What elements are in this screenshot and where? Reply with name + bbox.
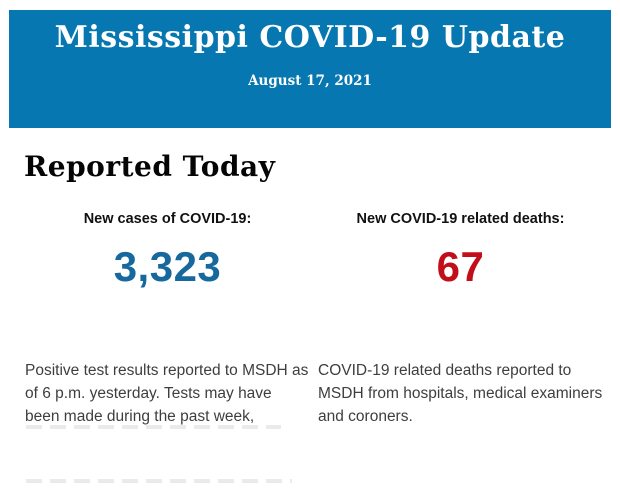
faded-text-artifact (26, 425, 281, 429)
new-cases-value: 3,323 (113, 243, 222, 290)
new-cases-label: New cases of COVID-19: (83, 211, 252, 227)
new-cases-description: Positive test results reported to MSDH a… (25, 361, 309, 425)
stat-new-deaths: New COVID-19 related deaths: 67 (318, 210, 603, 289)
page-title: Mississippi COVID-19 Update (54, 20, 566, 55)
report-date: August 17, 2021 (248, 73, 372, 89)
section-heading: Reported Today (24, 150, 276, 183)
new-deaths-description: COVID-19 related deaths reported to MSDH… (318, 361, 603, 425)
descriptions-row: Positive test results reported to MSDH a… (25, 343, 620, 443)
header-banner: Mississippi COVID-19 Update August 17, 2… (9, 10, 611, 128)
stat-new-cases: New cases of COVID-19: 3,323 (25, 210, 310, 289)
report-body: Reported Today New cases of COVID-19: 3,… (0, 150, 620, 443)
stats-row: New cases of COVID-19: 3,323 New COVID-1… (25, 210, 620, 289)
new-deaths-label: New COVID-19 related deaths: (356, 211, 565, 227)
new-deaths-value: 67 (436, 243, 485, 290)
cutoff-text-artifact (26, 479, 292, 483)
